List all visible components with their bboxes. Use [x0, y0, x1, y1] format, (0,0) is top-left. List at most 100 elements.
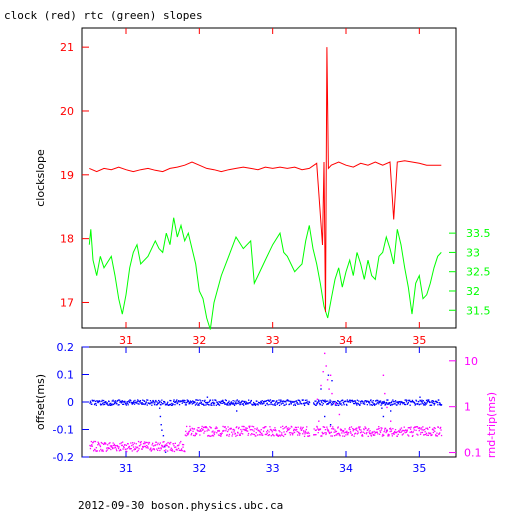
offset-point	[390, 410, 392, 412]
offset-point	[225, 403, 227, 405]
rndtrip-point	[213, 433, 216, 435]
offset-point	[404, 399, 406, 401]
rndtrip-point	[159, 442, 161, 444]
rndtrip-point	[171, 449, 173, 452]
rndtrip-point	[212, 434, 214, 436]
offset-point	[369, 400, 372, 402]
rndtrip-point	[147, 446, 149, 448]
rndtrip-point	[340, 428, 343, 431]
rndtrip-point	[341, 432, 343, 434]
rndtrip-point	[131, 444, 133, 447]
offset-point	[355, 402, 357, 404]
offset-point	[272, 400, 274, 402]
rndtrip-point	[359, 426, 361, 428]
offset-point	[243, 404, 245, 406]
top-plot-frame	[81, 27, 457, 329]
bottom-x-tick-label: 35	[412, 462, 426, 475]
rndtrip-point	[349, 431, 352, 433]
offset-point	[427, 399, 429, 401]
rndtrip-point	[197, 430, 200, 432]
offset-point	[145, 401, 147, 403]
offset-point	[173, 400, 175, 402]
rndtrip-point	[173, 445, 175, 447]
rndtrip-point	[406, 430, 408, 432]
bottom-ylabel-right: rnd-trip(ms)	[485, 392, 498, 458]
rndtrip-point	[157, 442, 159, 444]
offset-point	[298, 399, 301, 402]
rndtrip-point	[169, 449, 171, 451]
offset-point	[198, 403, 200, 405]
offset-point	[181, 400, 183, 402]
offset-point	[101, 400, 103, 403]
rndtrip-point	[144, 445, 146, 448]
rndtrip-point	[194, 434, 196, 436]
offset-point	[254, 404, 257, 406]
offset-point	[192, 402, 194, 404]
rndtrip-point	[240, 428, 242, 431]
offset-point	[329, 402, 332, 404]
rndtrip-point	[380, 427, 382, 429]
rndtrip-point	[158, 443, 161, 446]
offset-point	[380, 404, 382, 406]
rndtrip-point	[419, 433, 422, 435]
offset-point	[186, 399, 188, 401]
offset-point	[139, 400, 141, 403]
offset-point	[183, 401, 186, 404]
rndtrip-point	[324, 429, 327, 431]
rndtrip-point	[329, 374, 332, 376]
rndtrip-point	[424, 429, 426, 431]
rndtrip-point	[230, 428, 232, 430]
rndtrip-point	[174, 442, 176, 444]
rndtrip-point	[231, 435, 233, 437]
offset-point	[393, 401, 395, 403]
offset-point	[327, 403, 329, 405]
rndtrip-point	[119, 443, 121, 445]
offset-point	[223, 402, 226, 404]
offset-point	[279, 402, 281, 404]
offset-point	[290, 402, 292, 404]
rndtrip-point	[186, 432, 188, 434]
rndtrip-point	[417, 434, 419, 436]
offset-point	[224, 403, 226, 405]
offset-point	[170, 404, 172, 406]
top-x-tick-label: 34	[339, 334, 353, 347]
rndtrip-point	[289, 427, 291, 429]
rndtrip-point	[406, 429, 408, 431]
rndtrip-point	[89, 444, 91, 447]
rndtrip-point	[97, 444, 99, 446]
offset-point	[360, 402, 362, 404]
offset-point	[142, 399, 144, 401]
offset-point	[176, 399, 178, 401]
offset-point	[359, 404, 361, 406]
offset-point	[114, 400, 117, 402]
offset-point	[269, 399, 272, 401]
rndtrip-point	[122, 446, 125, 448]
offset-point	[102, 404, 104, 406]
offset-point	[155, 404, 157, 406]
offset-point	[125, 403, 127, 405]
rndtrip-point	[207, 434, 210, 437]
rndtrip-point	[155, 441, 157, 443]
rndtrip-point	[165, 444, 167, 447]
offset-point	[418, 400, 420, 403]
rndtrip-point	[362, 435, 364, 437]
offset-point	[329, 399, 331, 401]
offset-point	[357, 403, 359, 405]
rndtrip-point	[181, 450, 183, 452]
offset-point	[346, 404, 348, 406]
rndtrip-point	[153, 449, 156, 451]
rndtrip-point	[133, 449, 135, 451]
rndtrip-point	[338, 432, 340, 434]
offset-point	[145, 402, 147, 404]
rndtrip-point	[286, 428, 288, 430]
offset-point	[95, 402, 97, 405]
offset-point	[166, 402, 168, 405]
offset-point	[401, 401, 403, 403]
rndtrip-point	[219, 433, 221, 435]
rndtrip-point	[306, 432, 308, 434]
rndtrip-point	[256, 428, 258, 431]
offset-point	[206, 403, 208, 405]
rndtrip-point	[141, 448, 143, 450]
offset-point	[308, 401, 311, 404]
rndtrip-point	[146, 445, 148, 447]
